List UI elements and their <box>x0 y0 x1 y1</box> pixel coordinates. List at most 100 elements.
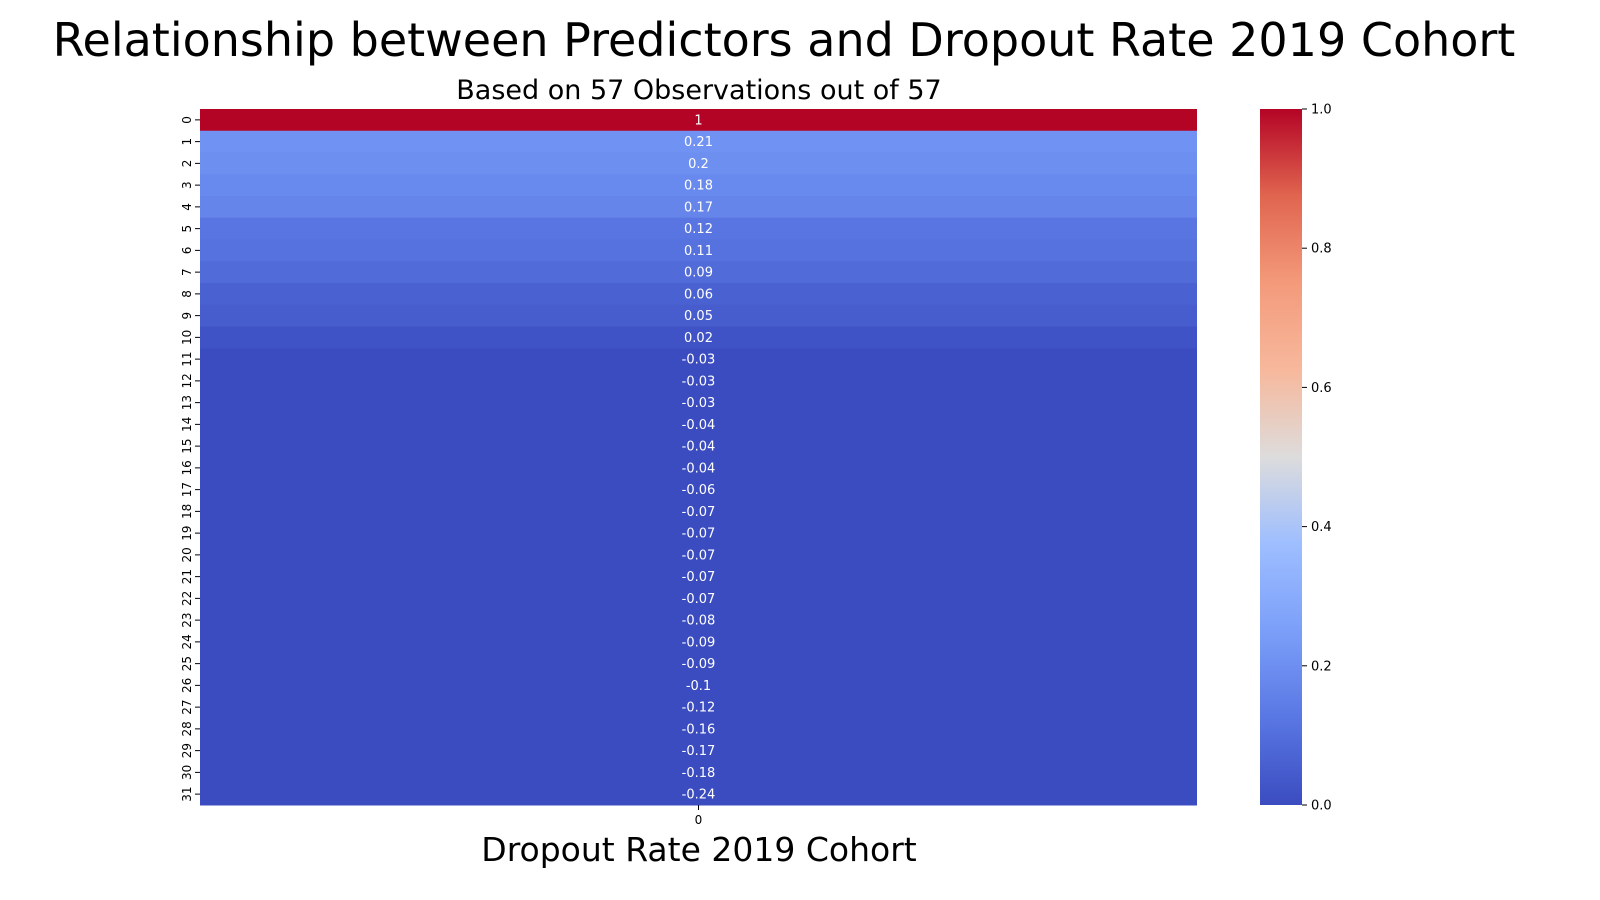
cell-annotation: 0.09 <box>684 266 713 281</box>
heatmap-cell <box>200 217 1197 240</box>
cell-annotation: -0.18 <box>682 766 716 781</box>
y-tick-label: 22 <box>180 591 194 606</box>
colorbar-tick-label: 1.0 <box>1311 103 1332 118</box>
y-tick-label: 8 <box>180 290 194 298</box>
cell-annotation: -0.04 <box>682 461 716 476</box>
heatmap-cell <box>200 500 1197 523</box>
cell-annotation: -0.09 <box>682 657 716 672</box>
cell-annotation: -0.03 <box>682 396 716 411</box>
chart-title: Relationship between Predictors and Drop… <box>53 13 1516 67</box>
cell-annotation: -0.12 <box>682 701 716 716</box>
y-tick-label: 28 <box>180 721 194 736</box>
heatmap-cell <box>200 348 1197 371</box>
heatmap-cell <box>200 631 1197 654</box>
y-tick-label: 18 <box>180 504 194 519</box>
heatmap-cell <box>200 544 1197 567</box>
heatmap-cell <box>200 587 1197 610</box>
y-tick-label: 1 <box>180 138 194 146</box>
heatmap-annotations: 1 0.21 0.2 0.18 0.17 0.12 0.11 0.09 0.06 0.05 0.02… <box>682 113 716 802</box>
y-tick-label: 25 <box>180 656 194 671</box>
y-tick-label: 24 <box>180 634 194 649</box>
colorbar-ticks: 0.0 0.2 0.4 0.6 0.8 1.0 <box>1302 103 1332 814</box>
cell-annotation: 0.17 <box>684 200 713 215</box>
colorbar-tick-label: 0.0 <box>1311 799 1332 814</box>
y-tick-label: 23 <box>180 612 194 627</box>
cell-annotation: -0.09 <box>682 635 716 650</box>
heatmap-cell <box>200 391 1197 414</box>
cell-annotation: -0.07 <box>682 548 716 563</box>
heatmap-cell <box>200 261 1197 284</box>
cell-annotation: -0.03 <box>682 374 716 389</box>
heatmap-cell <box>200 174 1197 197</box>
cell-annotation: 0.06 <box>684 287 713 302</box>
cell-annotation: 0.2 <box>688 157 709 172</box>
heatmap-cell <box>200 739 1197 762</box>
y-tick-label: 27 <box>180 699 194 714</box>
cell-annotation: 1 <box>694 113 702 128</box>
y-tick-label: 29 <box>180 743 194 758</box>
heatmap-cell <box>200 761 1197 784</box>
chart-subtitle: Based on 57 Observations out of 57 <box>456 75 941 106</box>
y-tick-label: 14 <box>180 417 194 432</box>
cell-annotation: -0.07 <box>682 505 716 520</box>
y-tick-label: 3 <box>180 181 194 189</box>
heatmap-cell <box>200 413 1197 436</box>
cell-annotation: -0.07 <box>682 570 716 585</box>
heatmap-cell <box>200 696 1197 719</box>
y-tick-label: 11 <box>180 351 194 366</box>
y-tick-label: 12 <box>180 373 194 388</box>
cell-annotation: -0.17 <box>682 744 716 759</box>
y-tick-label: 4 <box>180 203 194 211</box>
heatmap-cell <box>200 718 1197 741</box>
cell-annotation: 0.05 <box>684 309 713 324</box>
y-tick-label: 20 <box>180 547 194 562</box>
cell-annotation: -0.16 <box>682 722 716 737</box>
cell-annotation: -0.03 <box>682 353 716 368</box>
y-tick-label: 10 <box>180 330 194 345</box>
cell-annotation: 0.02 <box>684 331 713 346</box>
y-tick-label: 31 <box>180 786 194 801</box>
cell-annotation: 0.18 <box>684 179 713 194</box>
cell-annotation: -0.07 <box>682 527 716 542</box>
heatmap-cell <box>200 457 1197 480</box>
y-axis-ticks: 0123456789101112131415161718192021222324… <box>180 116 200 802</box>
y-tick-label: 26 <box>180 678 194 693</box>
heatmap-cell <box>200 370 1197 393</box>
cell-annotation: -0.04 <box>682 440 716 455</box>
colorbar-tick-label: 0.6 <box>1311 381 1332 396</box>
y-tick-label: 21 <box>180 569 194 584</box>
heatmap-cell <box>200 109 1197 132</box>
cell-annotation: 0.21 <box>684 135 713 150</box>
x-axis-ticks: 0 <box>695 805 703 827</box>
heatmap-cell <box>200 674 1197 697</box>
heatmap-cell <box>200 652 1197 675</box>
cell-annotation: -0.04 <box>682 418 716 433</box>
y-tick-label: 30 <box>180 765 194 780</box>
heatmap-cell <box>200 152 1197 175</box>
cell-annotation: -0.1 <box>686 679 711 694</box>
y-tick-label: 16 <box>180 460 194 475</box>
heatmap-cell <box>200 435 1197 458</box>
heatmap-cell <box>200 130 1197 153</box>
heatmap-cell <box>200 283 1197 306</box>
y-tick-label: 15 <box>180 438 194 453</box>
heatmap-cell <box>200 565 1197 588</box>
heatmap-cell <box>200 783 1197 806</box>
y-tick-label: 9 <box>180 312 194 320</box>
colorbar-tick-label: 0.8 <box>1311 242 1332 257</box>
x-axis-label: Dropout Rate 2019 Cohort <box>481 830 916 869</box>
y-tick-label: 6 <box>180 247 194 255</box>
colorbar <box>1260 109 1302 805</box>
cell-annotation: -0.24 <box>682 788 716 803</box>
cell-annotation: 0.11 <box>684 244 713 259</box>
y-tick-label: 19 <box>180 525 194 540</box>
cell-annotation: -0.06 <box>682 483 716 498</box>
cell-annotation: -0.08 <box>682 614 716 629</box>
x-tick-label: 0 <box>695 813 703 827</box>
y-tick-label: 17 <box>180 482 194 497</box>
y-tick-label: 2 <box>180 160 194 168</box>
heatmap-cell <box>200 522 1197 545</box>
heatmap-cells <box>200 109 1197 806</box>
heatmap-cell <box>200 196 1197 219</box>
